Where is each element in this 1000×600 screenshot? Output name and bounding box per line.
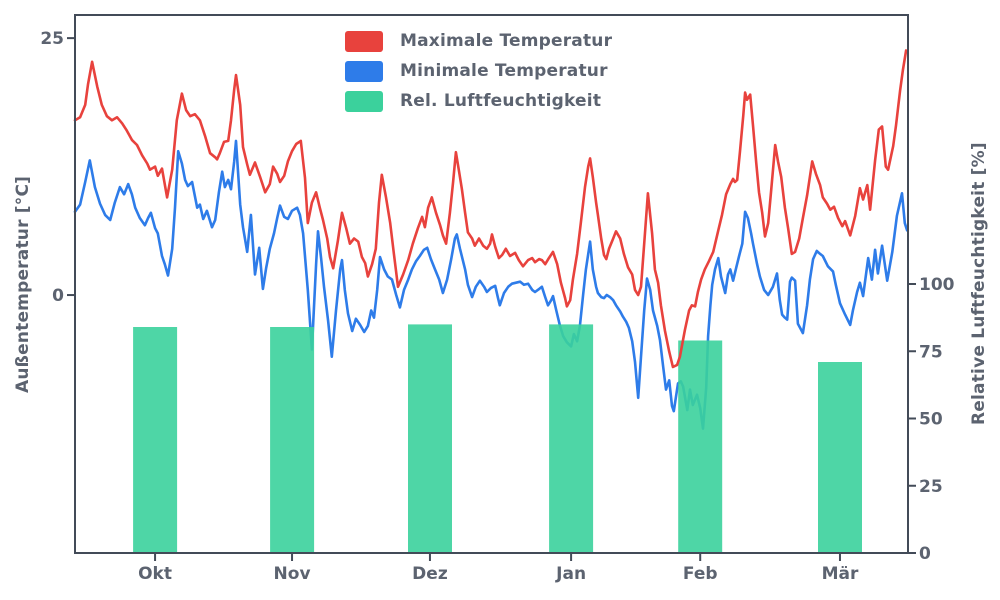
legend-label-max-temp: Maximale Temperatur [400,31,613,51]
x-tick-label-Jan: Jan [555,564,586,584]
min-temp-line [73,139,909,430]
right-tick-label-50: 50 [919,410,943,430]
max-temp-line [73,49,908,369]
axis-ticks [67,37,916,561]
right-tick-label-100: 100 [919,275,955,295]
x-tick-label-Mär: Mär [822,564,859,584]
legend-label-min-temp: Minimale Temperatur [400,61,608,81]
humidity-bar-Okt [133,327,178,553]
humidity-bar-Mär [818,362,862,553]
legend-swatch-max-temp-icon [345,30,383,52]
legend-swatch-humidity-icon [345,90,383,112]
right-axis-title: Relative Luftfeuchtigkeit [%] [969,142,989,426]
right-tick-label-25: 25 [919,477,943,497]
right-tick-label-75: 75 [919,342,943,362]
legend-label-humidity: Rel. Luftfeuchtigkeit [400,91,602,111]
x-tick-label-Okt: Okt [138,564,172,584]
x-tick-label-Dez: Dez [412,564,448,584]
left-tick-label-25: 25 [40,29,64,49]
left-tick-label-0: 0 [52,286,64,306]
humidity-bars [133,324,862,553]
humidity-bar-Nov [270,327,315,553]
right-tick-label-0: 0 [919,544,931,564]
legend-item-min-temp: Minimale Temperatur [345,60,612,82]
humidity-bar-Feb [678,340,723,553]
legend: Maximale Temperatur Minimale Temperatur … [345,30,612,112]
axis-tick-labels: 0 25 0 25 50 75 100 Okt Nov Dez Jan Feb Mär [40,29,954,584]
x-tick-label-Feb: Feb [683,564,718,584]
left-axis-title: Außentemperatur [°C] [13,175,33,393]
legend-swatch-min-temp-icon [345,60,383,82]
humidity-bar-Jan [549,324,594,553]
legend-item-humidity: Rel. Luftfeuchtigkeit [345,90,612,112]
legend-item-max-temp: Maximale Temperatur [345,30,612,52]
humidity-bar-Dez [408,324,452,553]
x-tick-label-Nov: Nov [274,564,311,584]
